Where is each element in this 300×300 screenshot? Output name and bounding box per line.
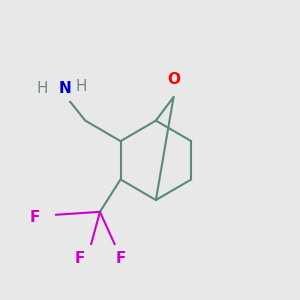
Text: F: F — [116, 251, 126, 266]
Text: N: N — [58, 81, 71, 96]
Text: F: F — [30, 210, 40, 225]
Text: H: H — [37, 81, 48, 96]
Text: F: F — [74, 251, 85, 266]
Text: H: H — [75, 79, 87, 94]
Text: O: O — [167, 72, 180, 87]
Circle shape — [54, 81, 75, 101]
Circle shape — [163, 69, 184, 90]
